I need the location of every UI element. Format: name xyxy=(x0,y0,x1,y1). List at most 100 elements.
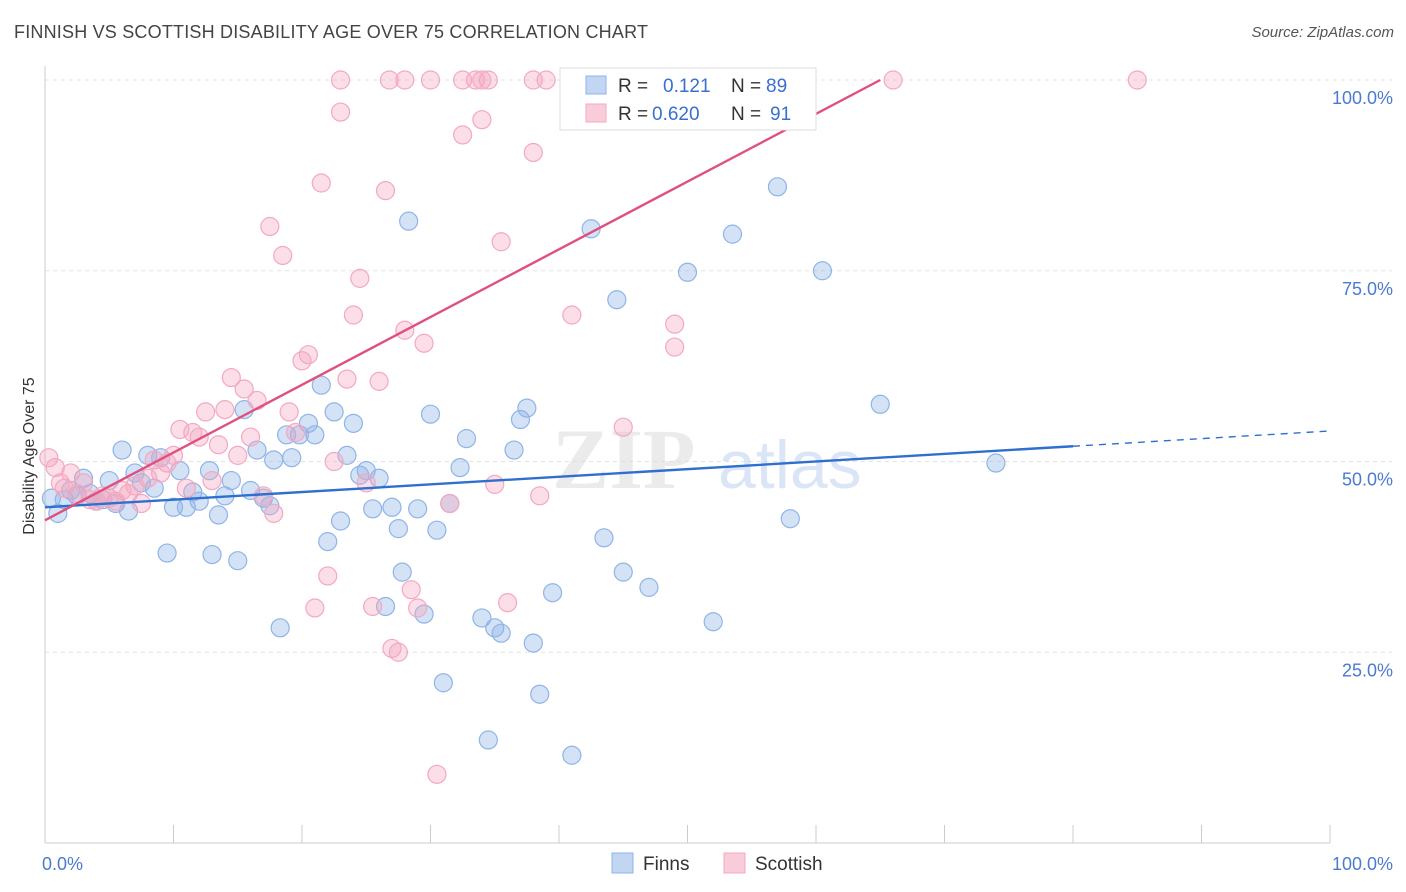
finns-point-57 xyxy=(408,499,428,519)
tick-labels: 25.0% 50.0% 75.0% 100.0% 0.0% 100.0% xyxy=(42,88,1393,874)
finns-point-66 xyxy=(478,730,498,750)
scottish-point-0 xyxy=(39,448,59,468)
finns-point-38 xyxy=(282,448,302,468)
scottish-point-44 xyxy=(318,566,338,586)
scottish-point-78 xyxy=(472,70,492,90)
legend-n-label-scottish: N = xyxy=(731,104,761,125)
legend-r-value-scottish: 0.620 xyxy=(652,104,700,125)
finns-point-54 xyxy=(388,519,408,539)
legend-n-label-finns: N = xyxy=(731,76,761,97)
scottish-point-52 xyxy=(369,371,389,391)
scottish-point-41 xyxy=(298,345,319,365)
scottish-point-38 xyxy=(279,402,299,422)
legend-r-label-finns: R = xyxy=(618,76,648,97)
finns-point-64 xyxy=(456,429,477,449)
scottish-point-49 xyxy=(350,268,370,288)
scottish-point-55 xyxy=(388,642,408,662)
scottish-point-53 xyxy=(375,181,396,201)
scottish-point-30 xyxy=(228,445,248,465)
finns-point-86 xyxy=(812,261,833,281)
scottish-point-61 xyxy=(440,493,460,514)
scottish-point-22 xyxy=(176,478,196,498)
scottish-point-80 xyxy=(536,70,556,90)
chart-source: Source: ZipAtlas.com xyxy=(1251,24,1394,41)
scottish-point-72 xyxy=(665,314,685,334)
x-tick-label-1: 100.0% xyxy=(1332,854,1393,874)
y-tick-label-1: 50.0% xyxy=(1342,470,1393,490)
finns-point-82 xyxy=(703,612,723,632)
finns-point-25 xyxy=(202,544,222,565)
scottish-point-66 xyxy=(498,593,518,613)
scottish-point-32 xyxy=(241,427,261,447)
y-tick-label-2: 75.0% xyxy=(1342,279,1393,299)
scottish-point-62 xyxy=(453,125,473,145)
scottish-point-87 xyxy=(1127,70,1147,90)
bottom-legend-swatch-scottish xyxy=(723,852,746,874)
finns-point-44 xyxy=(324,402,344,422)
finns-point-85 xyxy=(780,509,800,529)
finns-point-80 xyxy=(639,577,659,597)
finns-point-63 xyxy=(450,458,470,478)
scottish-point-29 xyxy=(221,367,241,388)
scottish-point-74 xyxy=(395,70,415,90)
finns-point-84 xyxy=(767,177,788,197)
finns-point-72 xyxy=(523,633,543,653)
scottish-point-37 xyxy=(273,245,293,266)
grid-lines xyxy=(45,79,1392,653)
scottish-point-47 xyxy=(337,369,357,389)
legend-box: R = 0.121 N = 89 R = 0.620 N = 91 xyxy=(559,67,817,131)
trend-lines xyxy=(44,78,1331,522)
legend-swatch-finns xyxy=(585,75,607,95)
trend-line-finns xyxy=(44,445,1074,509)
scottish-point-51 xyxy=(363,596,383,617)
scottish-point-73 xyxy=(379,70,399,90)
finns-point-42 xyxy=(311,375,331,395)
legend-n-value-scottish: 91 xyxy=(770,104,791,125)
finns-point-71 xyxy=(517,398,537,418)
finns-point-36 xyxy=(270,618,290,638)
scottish-point-65 xyxy=(491,232,511,252)
scottish-point-33 xyxy=(247,390,267,411)
scottish-point-28 xyxy=(215,400,235,420)
scottish-point-48 xyxy=(343,305,363,325)
scottish-point-1 xyxy=(45,458,65,478)
scottish-point-4 xyxy=(61,463,81,483)
finns-point-61 xyxy=(433,673,453,693)
scottish-point-69 xyxy=(562,305,582,325)
scottish-point-15 xyxy=(131,493,151,514)
finns-point-26 xyxy=(208,505,229,525)
finns-point-67 xyxy=(485,618,505,638)
finns-point-68 xyxy=(491,623,511,643)
finns-point-50 xyxy=(363,499,383,519)
finns-point-83 xyxy=(722,224,743,244)
scottish-point-26 xyxy=(202,470,222,491)
scottish-point-75 xyxy=(420,70,441,90)
scottish-point-31 xyxy=(234,379,254,399)
finns-point-18 xyxy=(157,543,177,563)
trend-line-scottish xyxy=(44,78,881,522)
scottish-point-6 xyxy=(73,473,94,493)
scottish-point-68 xyxy=(530,486,550,506)
finns-point-47 xyxy=(343,413,363,433)
scottish-point-27 xyxy=(208,435,229,455)
finns-point-74 xyxy=(542,583,563,603)
scottish-point-88 xyxy=(478,70,498,90)
bottom-legend: Finns Scottish xyxy=(611,852,823,875)
finns-point-70 xyxy=(510,409,531,430)
finns-point-55 xyxy=(392,562,412,582)
scottish-point-58 xyxy=(408,598,428,618)
scottish-point-67 xyxy=(523,142,543,163)
y-axis-title: Disability Age Over 75 xyxy=(21,377,38,535)
scottish-point-59 xyxy=(414,333,434,353)
finns-point-41 xyxy=(305,425,325,445)
finns-point-29 xyxy=(228,551,248,571)
finns-point-28 xyxy=(221,470,241,491)
bottom-legend-swatch-finns xyxy=(611,852,634,874)
finns-point-65 xyxy=(472,608,492,628)
finns-point-88 xyxy=(986,453,1006,473)
scottish-point-86 xyxy=(883,70,903,90)
scottish-point-60 xyxy=(427,764,447,784)
scottish-point-39 xyxy=(285,422,306,443)
trend-line-finns-extension xyxy=(1072,430,1331,447)
